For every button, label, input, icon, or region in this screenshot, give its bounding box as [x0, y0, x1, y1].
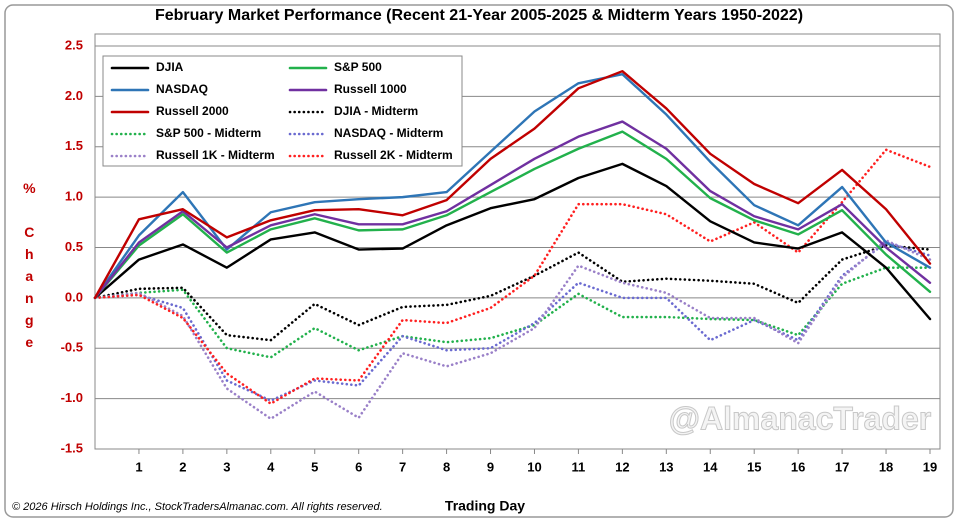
y-tick-label: 0.5 — [65, 239, 83, 254]
legend-label: DJIA - Midterm — [334, 104, 418, 118]
y-tick-label: 2.0 — [65, 88, 83, 103]
x-tick-label: 1 — [135, 459, 142, 474]
legend-label: S&P 500 - Midterm — [156, 126, 261, 140]
y-tick-label: -1.5 — [61, 440, 83, 455]
series-line — [93, 241, 932, 402]
legend-label: Russell 1000 — [334, 82, 407, 96]
x-tick-label: 7 — [399, 459, 406, 474]
x-tick-label: 15 — [747, 459, 761, 474]
series-line — [93, 244, 932, 342]
series-line — [93, 130, 932, 300]
y-tick-label: 1.0 — [65, 189, 83, 204]
x-tick-label: 5 — [311, 459, 318, 474]
series-line — [93, 120, 932, 300]
legend-label: S&P 500 — [334, 60, 382, 74]
x-tick-label: 12 — [615, 459, 629, 474]
series-line — [93, 69, 932, 300]
x-axis-label: Trading Day — [445, 498, 525, 514]
x-tick-label: 18 — [879, 459, 893, 474]
y-tick-label: 1.5 — [65, 138, 83, 153]
y-tick-label: 0.0 — [65, 289, 83, 304]
legend-label: Russell 1K - Midterm — [156, 148, 275, 162]
x-tick-label: 6 — [355, 459, 362, 474]
series-line — [93, 266, 932, 359]
x-tick-label: 10 — [527, 459, 541, 474]
legend-label: DJIA — [156, 60, 184, 74]
chart-title: February Market Performance (Recent 21-Y… — [155, 7, 803, 24]
y-tick-label: -0.5 — [61, 340, 83, 355]
x-tick-label: 16 — [791, 459, 805, 474]
series-line — [93, 162, 932, 321]
x-tick-label: 13 — [659, 459, 673, 474]
x-tick-label: 14 — [703, 459, 718, 474]
legend-box — [102, 55, 463, 167]
copyright: © 2026 Hirsch Holdings Inc., StockTrader… — [12, 501, 383, 513]
x-tick-label: 9 — [487, 459, 494, 474]
x-tick-label: 8 — [443, 459, 450, 474]
x-tick-label: 2 — [179, 459, 186, 474]
x-tick-label: 3 — [223, 459, 230, 474]
y-tick-label: 2.5 — [65, 37, 83, 52]
x-tick-label: 17 — [835, 459, 849, 474]
series-line — [93, 148, 932, 405]
x-tick-label: 19 — [923, 459, 937, 474]
series-line — [93, 239, 932, 421]
watermark: @AlmanacTrader — [669, 400, 931, 436]
y-tick-label: -1.0 — [61, 390, 83, 405]
legend-label: Russell 2K - Midterm — [334, 148, 453, 162]
x-tick-label: 4 — [267, 459, 275, 474]
legend-label: NASDAQ — [156, 82, 208, 96]
x-tick-label: 11 — [572, 459, 586, 474]
legend-label: NASDAQ - Midterm — [334, 126, 443, 140]
y-axis-label: % Change — [21, 180, 37, 356]
legend-label: Russell 2000 — [156, 104, 229, 118]
